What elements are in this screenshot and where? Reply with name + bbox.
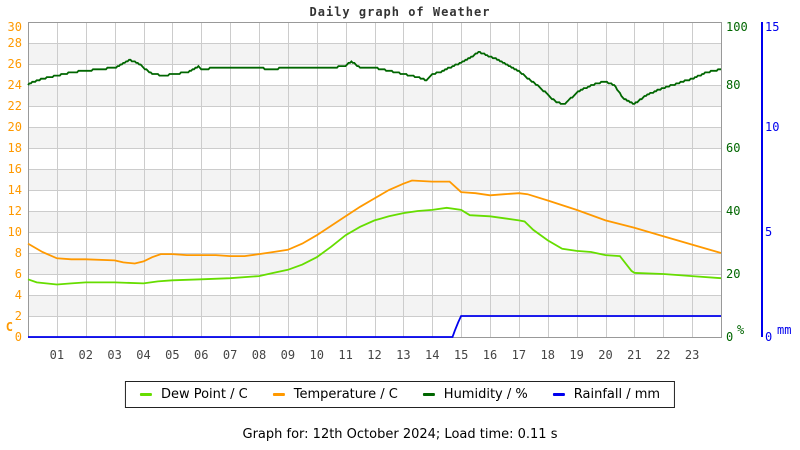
chart-title: Daily graph of Weather (309, 5, 491, 19)
svg-text:26: 26 (8, 57, 22, 71)
svg-text:14: 14 (8, 183, 22, 197)
svg-text:0: 0 (765, 330, 772, 344)
svg-text:22: 22 (8, 99, 22, 113)
chart-footer: Graph for: 12th October 2024; Load time:… (242, 427, 558, 442)
svg-text:60: 60 (726, 141, 740, 155)
svg-text:19: 19 (569, 348, 583, 362)
legend-label-dew-point: Dew Point / C (160, 387, 248, 402)
series-line-dew-point (27, 206, 722, 286)
svg-text:09: 09 (281, 348, 295, 362)
plot-grid (28, 22, 721, 337)
svg-text:10: 10 (765, 120, 779, 134)
svg-text:100: 100 (726, 20, 748, 34)
plot-bands (28, 43, 721, 316)
legend-marker-rainfall-icon (552, 393, 565, 396)
svg-text:21: 21 (627, 348, 641, 362)
chart-legend: Dew Point / C Temperature / C Humidity /… (124, 381, 676, 408)
svg-text:C: C (6, 320, 13, 334)
svg-text:0: 0 (15, 330, 22, 344)
legend-marker-temperature-icon (272, 393, 285, 396)
series-line-humidity (27, 51, 721, 105)
svg-text:0: 0 (726, 330, 733, 344)
svg-text:24: 24 (8, 78, 22, 92)
svg-text:20: 20 (598, 348, 612, 362)
legend-marker-dew-point-icon (139, 393, 152, 396)
svg-text:20: 20 (726, 267, 740, 281)
axis-labels-x: 01 02 03 04 05 06 07 08 09 10 11 12 13 14 15 16 17 18 19 20… (50, 348, 700, 362)
svg-text:05: 05 (165, 348, 179, 362)
legend-label-temperature: Temperature / C (293, 387, 398, 402)
svg-text:28: 28 (8, 36, 22, 50)
svg-text:mm: mm (777, 323, 791, 337)
svg-text:17: 17 (512, 348, 526, 362)
svg-text:30: 30 (8, 20, 22, 34)
legend-label-rainfall: Rainfall / mm (573, 387, 661, 402)
svg-text:12: 12 (8, 204, 22, 218)
axis-labels-humidity: 0 20 40 60 80 100% (726, 20, 748, 344)
svg-text:15: 15 (454, 348, 468, 362)
series-line-rainfall (28, 315, 721, 338)
svg-text:%: % (737, 323, 745, 337)
svg-text:13: 13 (396, 348, 410, 362)
legend-item-rainfall: Rainfall / mm (552, 387, 661, 402)
legend-marker-humidity-icon (422, 393, 435, 396)
svg-text:40: 40 (726, 204, 740, 218)
axis-labels-rain: 0 5 10 15 mm (765, 20, 791, 344)
svg-text:6: 6 (15, 267, 22, 281)
svg-text:16: 16 (8, 162, 22, 176)
legend-item-dew-point: Dew Point / C (139, 387, 248, 402)
svg-text:03: 03 (107, 348, 121, 362)
svg-text:04: 04 (136, 348, 150, 362)
series-line-temperature (27, 179, 722, 265)
legend-item-humidity: Humidity / % (422, 387, 528, 402)
svg-text:8: 8 (15, 246, 22, 260)
svg-text:08: 08 (252, 348, 266, 362)
svg-text:18: 18 (541, 348, 555, 362)
svg-text:22: 22 (656, 348, 670, 362)
svg-text:80: 80 (726, 78, 740, 92)
svg-text:10: 10 (310, 348, 324, 362)
svg-text:15: 15 (765, 20, 779, 34)
legend-item-temperature: Temperature / C (272, 387, 398, 402)
svg-text:06: 06 (194, 348, 208, 362)
svg-text:16: 16 (483, 348, 497, 362)
svg-text:20: 20 (8, 120, 22, 134)
svg-text:18: 18 (8, 141, 22, 155)
svg-text:23: 23 (685, 348, 699, 362)
svg-text:02: 02 (79, 348, 93, 362)
svg-text:01: 01 (50, 348, 64, 362)
svg-text:4: 4 (15, 288, 22, 302)
svg-text:5: 5 (765, 225, 772, 239)
svg-text:14: 14 (425, 348, 439, 362)
svg-text:10: 10 (8, 225, 22, 239)
svg-text:2: 2 (15, 309, 22, 323)
svg-text:11: 11 (338, 348, 352, 362)
legend-label-humidity: Humidity / % (443, 387, 528, 402)
svg-text:07: 07 (223, 348, 237, 362)
svg-text:12: 12 (367, 348, 381, 362)
